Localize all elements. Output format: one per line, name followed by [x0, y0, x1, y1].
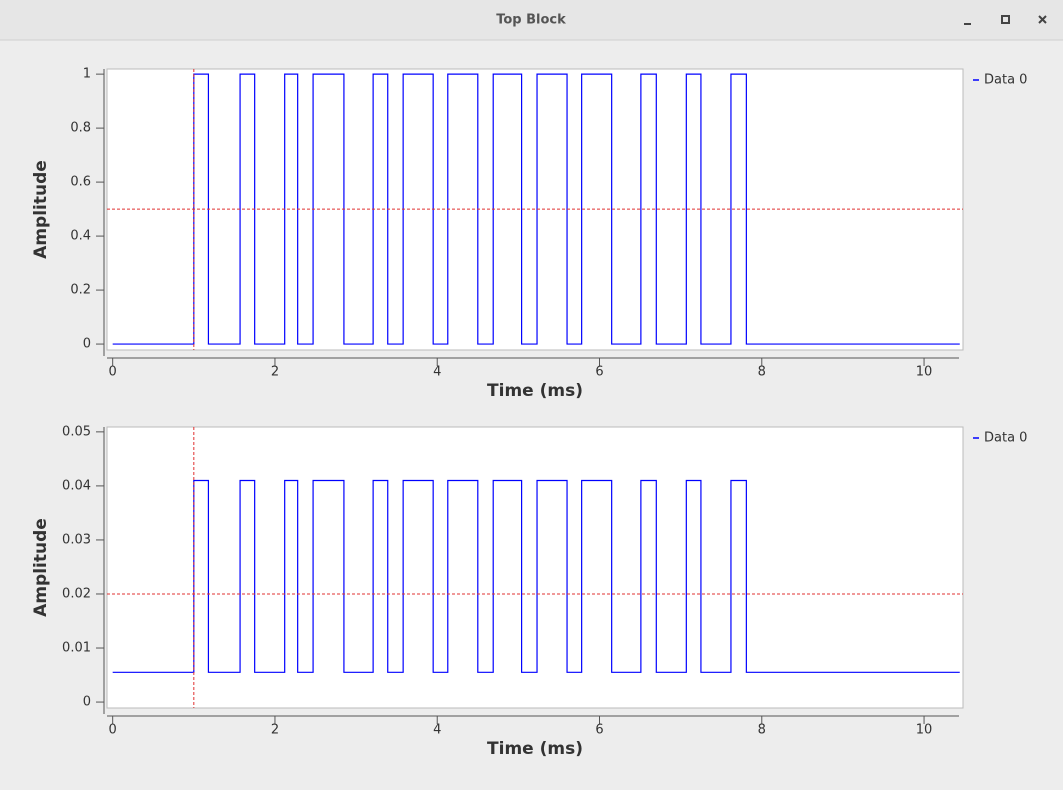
y-tick-label: 0.2	[70, 283, 91, 298]
data-line	[112, 73, 960, 345]
x-tick-label: 4	[433, 723, 441, 738]
x-tick-label: 8	[758, 723, 766, 738]
legend-label: Data 0	[984, 431, 1027, 446]
x-tick-label: 8	[758, 365, 766, 380]
x-tick-label: 0	[109, 365, 117, 380]
maximize-button[interactable]	[1001, 15, 1010, 24]
x-axis-label: Time (ms)	[487, 739, 583, 759]
y-tick-label: 0.6	[70, 175, 91, 190]
close-button[interactable]	[1038, 15, 1047, 24]
title-bar	[0, 0, 1063, 40]
y-axis-label: Amplitude	[31, 518, 51, 617]
y-tick-label: 1	[83, 67, 91, 82]
x-tick-label: 0	[109, 723, 117, 738]
x-axis-label: Time (ms)	[487, 381, 583, 401]
x-tick-label: 10	[916, 365, 933, 380]
y-axis-label: Amplitude	[31, 160, 51, 259]
x-tick-label: 2	[271, 723, 279, 738]
y-tick-label: 0.05	[62, 424, 91, 439]
y-tick-label: 0.01	[62, 641, 91, 656]
plot-area	[106, 426, 964, 709]
window-title: Top Block	[496, 13, 566, 28]
x-tick-label: 2	[271, 365, 279, 380]
y-tick-label: 0.02	[62, 586, 91, 601]
y-tick-label: 0.03	[62, 532, 91, 547]
legend-label: Data 0	[984, 73, 1027, 88]
x-tick-label: 6	[595, 723, 603, 738]
y-tick-label: 0.4	[70, 229, 91, 244]
y-tick-label: 0	[83, 337, 91, 352]
y-tick-label: 0	[83, 695, 91, 710]
x-tick-label: 6	[595, 365, 603, 380]
y-tick-label: 0.04	[62, 478, 91, 493]
data-line	[112, 479, 960, 673]
y-tick-label: 0.8	[70, 121, 91, 136]
x-tick-label: 4	[433, 365, 441, 380]
x-tick-label: 10	[916, 723, 933, 738]
